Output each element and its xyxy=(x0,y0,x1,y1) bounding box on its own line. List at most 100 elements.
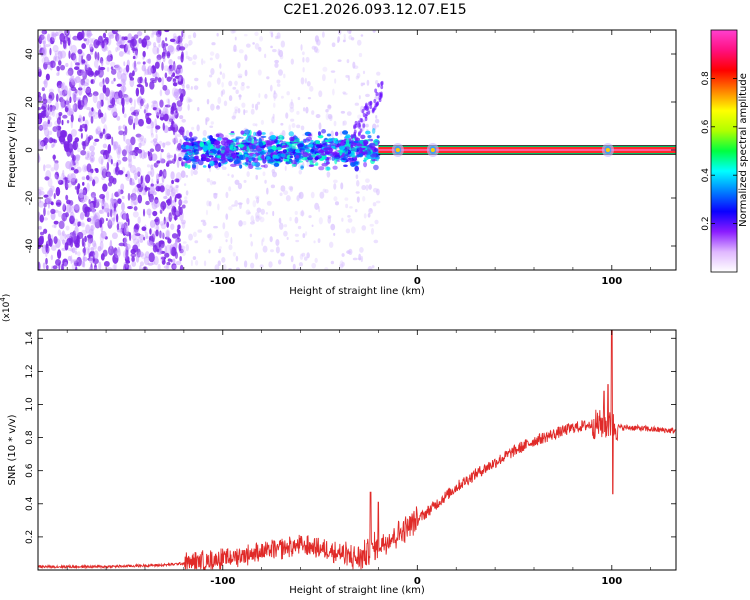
spectrogram-cell xyxy=(286,236,289,241)
spectrogram-cell xyxy=(202,221,207,227)
spectrogram-cell xyxy=(221,256,226,263)
spectrogram-cell xyxy=(50,208,56,214)
spectrogram-cell xyxy=(355,75,359,80)
spectrogram-cell xyxy=(110,61,116,67)
spectrogram-cell xyxy=(139,239,144,243)
spectrogram-cell xyxy=(160,201,167,210)
spectrogram-cell xyxy=(84,64,88,72)
spectrogram-cell xyxy=(173,137,176,145)
spectrogram-cell xyxy=(207,135,211,139)
spectrogram-cell xyxy=(254,31,259,36)
spectrogram-cell xyxy=(163,265,169,269)
spectrogram-cell xyxy=(109,208,113,218)
spectrogram-cell xyxy=(162,122,165,131)
spectrogram-cell xyxy=(76,141,80,149)
spectrogram-cell xyxy=(246,171,250,178)
spectrogram-cell xyxy=(147,65,153,76)
spectrogram-cell xyxy=(72,35,79,41)
spectrogram-cell xyxy=(301,51,305,56)
colorbar-ticks: 0.2 0.4 0.6 0.8 xyxy=(701,71,737,231)
spectrogram-cell xyxy=(52,265,58,270)
spectrogram-cell xyxy=(324,267,329,270)
spectrogram-cell xyxy=(178,200,184,205)
spectrogram-cell xyxy=(45,257,48,265)
carrier-blip xyxy=(395,148,400,152)
spectrogram-cell xyxy=(124,95,130,103)
spectrogram-cell xyxy=(76,251,81,257)
spectrogram-cell xyxy=(359,246,364,253)
spectrogram-cell xyxy=(127,149,133,156)
spectrogram-cell xyxy=(97,51,100,61)
spectrogram-cell xyxy=(106,161,110,172)
spectrogram-cell xyxy=(145,117,152,125)
spectrogram-cell xyxy=(65,194,69,201)
spectrogram-cell xyxy=(352,61,356,69)
spectrogram-cell xyxy=(258,46,262,52)
spectrogram-cell xyxy=(302,233,306,239)
spectrogram-cell xyxy=(266,76,270,80)
spectrogram-cell xyxy=(190,169,194,177)
spectrogram-cell xyxy=(376,124,379,128)
spectrogram-cell xyxy=(314,35,320,43)
spectrogram-cell xyxy=(255,123,258,127)
spectrogram-cell xyxy=(219,246,222,250)
spectrogram-cell xyxy=(318,122,322,130)
spectrogram-cell xyxy=(109,239,113,250)
spectrogram-cell xyxy=(358,124,361,129)
spectrogram-cell xyxy=(38,143,41,147)
spectrogram-cell xyxy=(217,203,220,211)
spectrogram-cell xyxy=(80,189,87,198)
spectrogram-cell xyxy=(109,201,114,212)
spectrogram-cell xyxy=(160,250,166,254)
spectrogram-cell xyxy=(314,156,319,161)
spectrogram-x-tick-label: -100 xyxy=(210,276,235,287)
spectrogram-cell xyxy=(86,57,89,67)
spectrogram-cell xyxy=(102,165,107,172)
spectrogram-cell xyxy=(133,206,138,211)
spectrogram-cell xyxy=(156,173,160,182)
spectrogram-cell xyxy=(74,226,79,235)
spectrogram-cell xyxy=(375,102,379,107)
colorbar-gradient xyxy=(710,29,738,273)
spectrogram-cell xyxy=(317,238,321,244)
spectrogram-cell xyxy=(209,160,215,167)
spectrogram-cell xyxy=(154,76,158,81)
spectrogram-cell xyxy=(102,249,108,257)
spectrogram-cell xyxy=(137,171,141,177)
spectrogram-cell xyxy=(171,263,177,270)
spectrogram-cell xyxy=(85,134,89,144)
spectrogram-cell xyxy=(82,164,88,173)
spectrogram-cell xyxy=(318,152,322,158)
spectrogram-cell xyxy=(57,210,62,218)
spectrogram-cell xyxy=(274,138,278,144)
spectrogram-cell xyxy=(157,263,161,270)
spectrogram-cell xyxy=(133,170,137,176)
spectrogram-cell xyxy=(77,147,81,153)
spectrogram-cell xyxy=(42,30,45,38)
spectrogram-cell xyxy=(70,160,74,169)
spectrogram-cell xyxy=(223,100,228,107)
colorbar-tick-label: 0.4 xyxy=(701,168,711,183)
spectrogram-cell xyxy=(252,219,255,224)
spectrogram-cell xyxy=(358,52,363,58)
spectrogram-cell xyxy=(151,30,155,36)
spectrogram-cell xyxy=(262,157,267,164)
spectrogram-cell xyxy=(81,123,86,129)
spectrogram-cell xyxy=(130,116,134,120)
spectrogram-cell xyxy=(120,72,127,83)
spectrogram-cell xyxy=(227,139,234,145)
spectrogram-cell xyxy=(131,234,137,241)
spectrogram-cell xyxy=(38,112,45,118)
spectrogram-cell xyxy=(283,190,289,195)
spectrogram-cell xyxy=(143,191,147,196)
spectrogram-cell xyxy=(135,113,138,119)
spectrogram-cell xyxy=(237,61,241,69)
spectrogram-cell xyxy=(266,187,269,195)
spectrogram-cell xyxy=(59,91,65,99)
spectrogram-cell xyxy=(299,253,304,260)
spectrogram-cell xyxy=(115,166,118,173)
spectrogram-cell xyxy=(148,185,156,194)
spectrogram-cell xyxy=(96,199,100,203)
spectrogram-cell xyxy=(101,40,105,49)
spectrogram-cell xyxy=(139,135,145,141)
